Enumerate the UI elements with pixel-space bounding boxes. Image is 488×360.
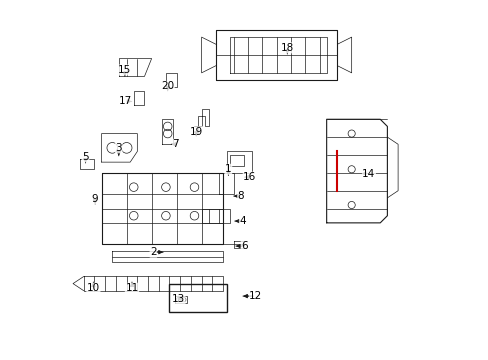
Text: 15: 15	[118, 65, 131, 75]
Text: 2: 2	[150, 247, 156, 257]
Text: 7: 7	[172, 139, 179, 149]
Text: 16: 16	[243, 172, 256, 182]
Text: 19: 19	[189, 127, 203, 137]
Text: 18: 18	[280, 43, 293, 53]
Text: 17: 17	[119, 96, 132, 107]
Text: 12: 12	[249, 291, 262, 301]
Text: 3: 3	[115, 143, 122, 153]
Text: 14: 14	[362, 168, 375, 179]
Text: 1: 1	[224, 164, 231, 174]
Text: 8: 8	[237, 191, 244, 201]
Bar	[169, 284, 226, 312]
Text: 6: 6	[241, 241, 247, 251]
Text: 9: 9	[92, 194, 98, 203]
Text: 20: 20	[161, 81, 174, 91]
Text: 13: 13	[171, 294, 184, 303]
Text: 10: 10	[87, 283, 100, 293]
Text: 4: 4	[239, 216, 245, 226]
Text: 11: 11	[125, 283, 138, 293]
Text: 5: 5	[82, 152, 89, 162]
